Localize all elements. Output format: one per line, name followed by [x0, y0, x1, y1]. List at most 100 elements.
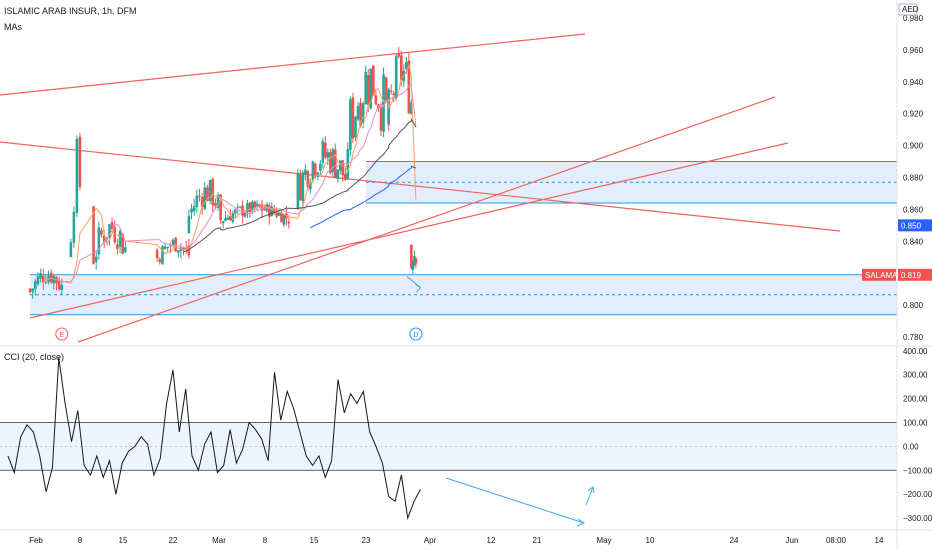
currency-badge [898, 3, 918, 16]
candle-body [221, 221, 225, 224]
candle-body [246, 203, 249, 213]
divergence-arrowhead [576, 518, 586, 527]
candle-body [184, 248, 188, 250]
price-tick-label: 0.940 [903, 78, 924, 87]
candle-body [226, 217, 230, 220]
time-tick-label: 8 [263, 536, 268, 545]
candle-body [299, 174, 302, 201]
cci-tick-label: 400.00 [903, 347, 928, 356]
time-tick-label: 14 [875, 536, 884, 545]
candle-body [296, 173, 300, 210]
candle-body [364, 71, 367, 104]
last-price-tag: 0.819 [901, 271, 922, 280]
trend-line-3 [29, 142, 789, 319]
candle-body [280, 212, 283, 223]
candle-body [301, 172, 305, 202]
candle-body [263, 208, 266, 210]
cci-tick-label: −300.00 [903, 514, 932, 523]
candle-body [344, 174, 347, 181]
time-tick-label: 22 [169, 536, 178, 545]
time-tick-label: Mar [212, 536, 226, 545]
candle-body [110, 222, 114, 230]
candle-body [238, 206, 242, 208]
candle-body [161, 246, 164, 265]
candle-body [187, 215, 191, 234]
cci-pane[interactable] [0, 357, 897, 527]
candle-body [219, 194, 222, 199]
candle-body [116, 244, 119, 249]
candle-body [392, 93, 396, 96]
event-marker-circle [55, 327, 69, 341]
candle-body [31, 288, 34, 292]
candle-body [124, 247, 127, 252]
candle-body [389, 90, 393, 92]
cci-legend-label: CCI (20, close) [4, 352, 65, 362]
candle-body [260, 204, 264, 211]
price-tick-label: 0.880 [903, 174, 924, 183]
cci-tick-label: −100.00 [903, 466, 932, 475]
candle-body [324, 142, 327, 158]
candle-body [366, 75, 370, 106]
rebound-arrowhead [587, 486, 595, 494]
cci-tick-label: 0.00 [903, 442, 919, 451]
candle-body [182, 247, 185, 249]
candle-body [384, 77, 388, 101]
symbol-tag: SALAMA [865, 271, 898, 280]
candle-body [97, 227, 101, 255]
candle-body [39, 273, 42, 279]
candle-body [169, 245, 172, 247]
candle-body [361, 103, 365, 123]
candle-body [108, 224, 111, 238]
candle-body [341, 160, 345, 176]
candle-body [233, 209, 237, 214]
candle-body [277, 212, 281, 216]
candle-body [44, 282, 48, 284]
candle-body [211, 178, 215, 206]
ma-slow-line [183, 117, 417, 253]
time-tick-label: Jun [786, 536, 799, 545]
candle-body [309, 182, 312, 190]
candle-body [374, 95, 378, 105]
candle-body [394, 56, 398, 99]
event-marker-E: E [55, 327, 69, 341]
ma-legend-label: MAs [4, 22, 22, 32]
price-tick-label: 0.980 [903, 14, 924, 23]
candle-body [60, 285, 64, 290]
price-tick-label: 0.960 [903, 46, 924, 55]
candle-body [414, 258, 418, 264]
candle-body [94, 256, 98, 262]
candle-body [268, 205, 271, 217]
time-tick-label: 24 [730, 536, 739, 545]
candle-body [121, 234, 124, 254]
candle-body [397, 53, 401, 57]
candle-body [177, 250, 180, 253]
candle-body [206, 187, 209, 202]
price-tick-label: 0.920 [903, 110, 924, 119]
candle-body [69, 242, 73, 258]
candle-body [399, 55, 403, 81]
candle-body [405, 62, 408, 70]
divergence-arrow [445, 477, 585, 524]
candle-body [163, 246, 167, 249]
candle-body [200, 196, 204, 207]
candle-body [203, 187, 207, 209]
candle-body [100, 230, 103, 235]
candle-body [346, 149, 350, 165]
time-tick-label: 15 [119, 536, 128, 545]
projection-arrowhead [415, 283, 422, 293]
candle-body [214, 202, 217, 206]
candle-body [410, 102, 413, 114]
candle-body [255, 203, 259, 207]
candle-body [248, 202, 252, 213]
candle-body [224, 218, 227, 221]
candle-body [329, 152, 332, 173]
symbol-tag-bg [862, 268, 896, 281]
candle-body [356, 105, 360, 120]
candle-body [102, 235, 106, 243]
candle-body [379, 107, 383, 131]
candle-body [321, 140, 325, 163]
time-tick-label: 08:00 [826, 536, 847, 545]
candle-body [57, 280, 61, 290]
